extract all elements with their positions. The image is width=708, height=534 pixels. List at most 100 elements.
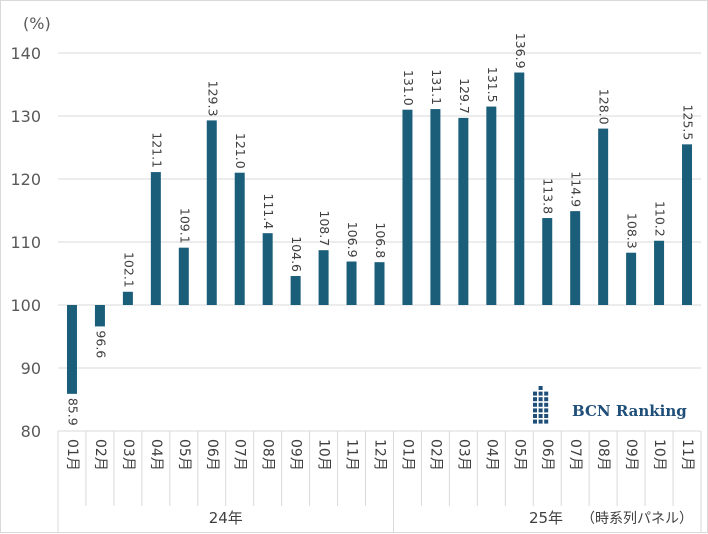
bar	[206, 120, 217, 305]
bar	[514, 72, 525, 305]
data-label: 131.5	[485, 67, 500, 103]
data-label: 106.9	[345, 222, 360, 258]
bar	[626, 252, 637, 305]
x-tick-label: 10月	[316, 439, 332, 471]
logo-square	[533, 402, 537, 407]
bar	[682, 144, 693, 305]
group-label: 25年	[529, 509, 563, 527]
data-label: 113.8	[541, 178, 556, 214]
x-tick-label: 08月	[260, 439, 276, 471]
data-label: 128.0	[597, 89, 612, 125]
x-axis: 01月 02月 03月 04月 05月 06月 07月 08月 09月 10月 11月 12月 01月 0…	[57, 430, 702, 532]
bar	[234, 172, 245, 305]
logo-square	[544, 408, 549, 413]
x-tick-label: 07月	[232, 439, 248, 471]
data-labels: 85.9 96.6 102.1 121.1 109.1 129.3 121.0 111.4 10…	[65, 33, 695, 426]
data-label: 108.3	[625, 213, 640, 249]
logo-square	[538, 391, 543, 396]
logo-square	[533, 391, 537, 396]
x-tick-label: 03月	[120, 439, 136, 471]
x-tick-label: 04月	[148, 439, 164, 471]
bar	[94, 305, 105, 327]
data-label: 109.1	[177, 208, 192, 244]
bar	[458, 117, 469, 305]
bar	[430, 109, 441, 305]
x-tick-label: 03月	[455, 439, 471, 471]
group-label: 24年	[209, 509, 243, 527]
logo-square	[538, 386, 543, 390]
bar	[290, 276, 301, 305]
bar	[66, 305, 77, 394]
bar	[318, 250, 329, 305]
bar	[150, 172, 161, 305]
logo-square	[544, 419, 549, 424]
logo-square	[538, 408, 543, 413]
data-label: 131.1	[429, 69, 444, 105]
logo-square	[544, 391, 549, 396]
x-tick-label: 02月	[427, 439, 443, 471]
data-label: 136.9	[513, 33, 528, 69]
bar	[402, 109, 413, 305]
logo-square	[533, 408, 537, 413]
x-tick-label: 10月	[651, 439, 667, 471]
x-tick-label: 05月	[511, 439, 527, 471]
bar	[542, 218, 553, 305]
x-tick-label: 11月	[344, 439, 360, 471]
logo-square	[544, 397, 549, 402]
bar	[570, 211, 581, 305]
y-tick-label: 140	[10, 44, 41, 63]
bcn-logo-text: BCN Ranking	[572, 402, 687, 420]
data-label: 111.4	[261, 193, 276, 229]
logo-square	[538, 397, 543, 402]
data-label: 102.1	[121, 252, 136, 288]
data-label: 129.7	[457, 78, 472, 114]
data-label: 131.0	[401, 70, 416, 106]
y-tick-label: 130	[10, 107, 41, 126]
y-tick-label: 120	[10, 170, 41, 189]
data-label: 121.0	[233, 133, 248, 169]
bar	[374, 262, 385, 305]
logo-square	[538, 414, 543, 418]
logo-square	[533, 397, 537, 402]
x-tick-label: 04月	[483, 439, 499, 471]
data-label: 129.3	[205, 81, 220, 117]
data-label: 96.6	[93, 330, 108, 358]
x-tick-label: 05月	[176, 439, 192, 471]
data-label: 121.1	[149, 132, 164, 168]
data-label: 106.8	[373, 222, 388, 258]
x-tick-label: 06月	[539, 439, 555, 471]
bar	[262, 233, 273, 305]
x-tick-label: 07月	[567, 439, 583, 471]
data-label: 85.9	[65, 398, 80, 426]
bar	[654, 240, 665, 305]
x-tick-label: 02月	[92, 439, 108, 471]
data-label: 125.5	[681, 105, 696, 141]
x-tick-label: 01月	[64, 439, 80, 471]
bar	[598, 128, 609, 305]
logo-square	[533, 419, 537, 424]
logo-square	[544, 414, 549, 418]
logo-square	[538, 402, 543, 407]
x-tick-label: 09月	[623, 439, 639, 471]
y-unit-label: (%)	[23, 14, 51, 33]
x-tick-label: 09月	[288, 439, 304, 471]
x-tick-label: 06月	[204, 439, 220, 471]
y-tick-label: 80	[21, 422, 41, 441]
bar	[486, 106, 497, 305]
logo-square	[538, 419, 543, 424]
y-tick-label: 100	[10, 296, 41, 315]
data-label: 108.7	[317, 210, 332, 246]
bar	[122, 291, 133, 305]
logo-square	[533, 414, 537, 418]
chart-note: （時系列パネル）	[581, 511, 693, 527]
data-label: 110.2	[653, 201, 668, 237]
bar	[346, 261, 357, 305]
x-tick-label: 01月	[399, 439, 415, 471]
y-tick-label: 90	[21, 359, 41, 378]
bcn-logo-icon	[533, 386, 549, 424]
data-label: 104.6	[289, 236, 304, 272]
x-tick-label: 11月	[679, 439, 695, 471]
data-label: 114.9	[569, 171, 584, 207]
